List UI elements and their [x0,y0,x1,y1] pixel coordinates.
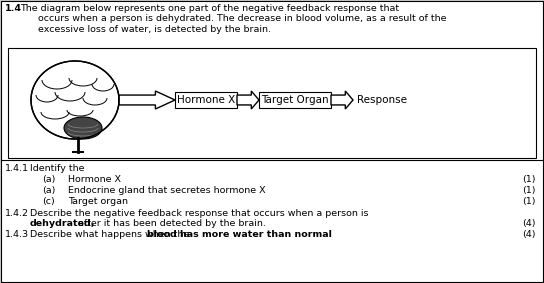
Bar [175,92,237,108]
Ellipse shape [31,61,119,139]
Text: dehydrated,: dehydrated, [30,219,96,228]
Text: blood has more water than normal: blood has more water than normal [147,230,332,239]
Text: The diagram below represents one part of the negative feedback response that
   : The diagram below represents one part of… [20,4,447,34]
Text: (a): (a) [42,175,55,184]
Polygon shape [237,91,259,109]
Text: Describe the negative feedback response that occurs when a person is: Describe the negative feedback response … [30,209,368,218]
Text: (1): (1) [522,175,536,184]
Text: 1.4.1: 1.4.1 [5,164,29,173]
Text: Endocrine gland that secretes hormone X: Endocrine gland that secretes hormone X [68,186,265,195]
Text: after it has been detected by the brain.: after it has been detected by the brain. [75,219,265,228]
Text: Hormone X: Hormone X [177,95,235,105]
Text: (1): (1) [522,186,536,195]
Ellipse shape [64,117,102,139]
Text: 1.4: 1.4 [5,4,22,13]
Text: Response: Response [357,95,407,105]
Text: (4): (4) [522,230,536,239]
Bar [8,48,536,158]
Text: Hormone X: Hormone X [68,175,121,184]
Text: Identify the: Identify the [30,164,84,173]
Text: Target organ: Target organ [68,197,128,206]
Text: (1): (1) [522,197,536,206]
Text: 1.4.3: 1.4.3 [5,230,29,239]
Bar [259,92,331,108]
Text: Target Organ: Target Organ [261,95,329,105]
Text: (4): (4) [522,219,536,228]
Polygon shape [119,91,175,109]
Text: 1.4.2: 1.4.2 [5,209,29,218]
Text: Describe what happens when the: Describe what happens when the [30,230,192,239]
Polygon shape [331,91,353,109]
Text: (a): (a) [42,186,55,195]
Text: (c): (c) [42,197,55,206]
